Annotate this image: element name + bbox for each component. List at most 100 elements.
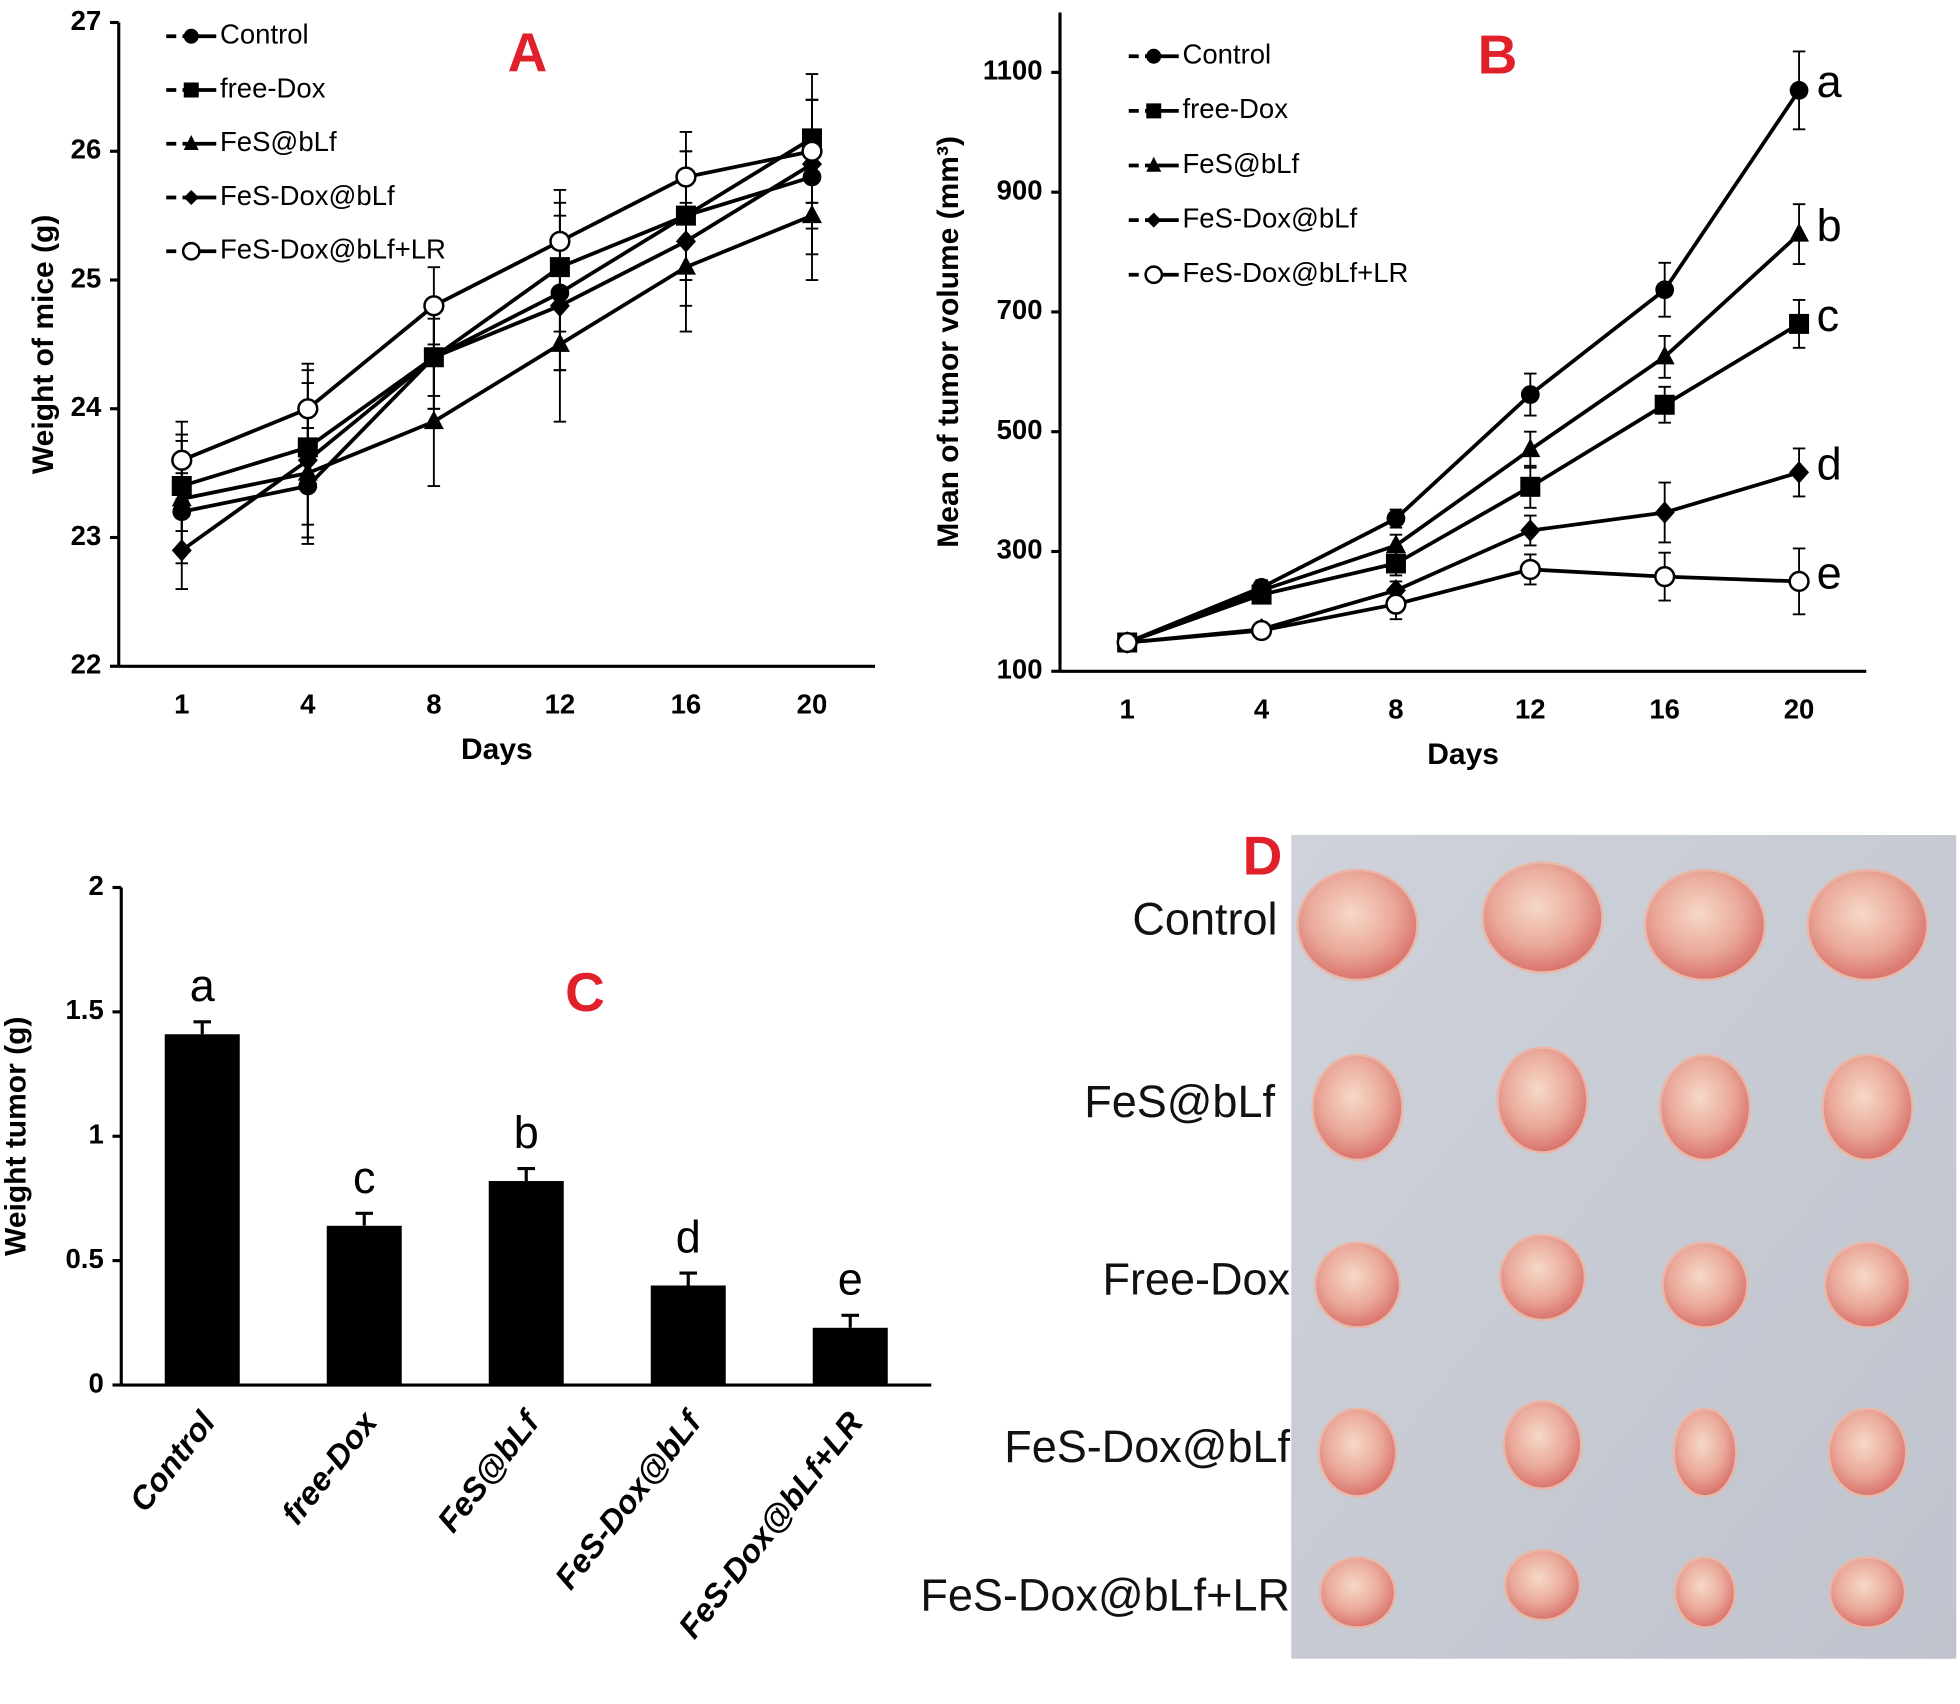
marker [675, 230, 696, 253]
tumor [1317, 1407, 1398, 1498]
panel-label: A [508, 21, 548, 83]
y-tick-label: 0 [88, 1367, 103, 1398]
tumor [1828, 1556, 1907, 1629]
panel-label: B [1478, 23, 1518, 85]
x-tick-label: 4 [300, 689, 316, 720]
legend-marker [1144, 265, 1164, 285]
x-tick-label: 12 [1515, 694, 1546, 725]
legend-symbol [183, 82, 199, 98]
legend-marker [183, 28, 199, 44]
marker [549, 294, 570, 318]
x-tick-label: FeS@bLf [430, 1402, 548, 1538]
marker [1655, 280, 1675, 300]
y-tick-label: 24 [71, 391, 102, 422]
group-label: e [838, 1254, 863, 1305]
y-axis-title: Weight tumor (g) [0, 1017, 32, 1256]
y-tick-label: 25 [71, 262, 102, 293]
series: FeS-Dox@bLf+LR [1116, 257, 1810, 654]
x-tick-label: FeS-Dox@bLf+LR [672, 1405, 871, 1645]
y-tick-label: 2 [88, 870, 103, 901]
tumor [1498, 1233, 1587, 1322]
marker [171, 449, 193, 471]
tumor [1311, 1053, 1404, 1162]
marker [297, 398, 319, 420]
marker [1385, 553, 1406, 574]
x-tick-label: 8 [1388, 694, 1403, 725]
bar [812, 1327, 888, 1385]
group-label: a [1817, 56, 1843, 107]
marker [1520, 385, 1540, 404]
series: FeS-Dox@bLf+LR [166, 98, 823, 500]
legend-symbol [183, 190, 199, 206]
line [1126, 89, 1801, 645]
x-tick-label: 12 [545, 689, 576, 720]
tumor [1821, 1053, 1914, 1162]
group-label: a [190, 960, 216, 1011]
y-tick-label: 700 [997, 294, 1043, 325]
legend-symbol [1144, 265, 1164, 285]
marker [1385, 534, 1406, 553]
marker [1520, 519, 1541, 542]
tumor [1823, 1241, 1912, 1329]
bar [326, 1225, 402, 1385]
marker [1250, 619, 1273, 642]
line [1126, 322, 1801, 645]
marker [675, 166, 697, 188]
tumor-grid [1296, 861, 1929, 1629]
legend-label: FeS-Dox@bLf [1183, 202, 1358, 233]
error-bar [355, 1211, 373, 1226]
y-tick-label: 26 [71, 134, 102, 165]
legend-label: Control [1183, 39, 1272, 70]
row-label: FeS@bLf [1084, 1076, 1275, 1127]
legend-marker [183, 135, 199, 151]
marker [423, 410, 444, 430]
error-bar [517, 1167, 535, 1182]
marker [1654, 345, 1675, 365]
tumor [1672, 1407, 1738, 1498]
line [181, 149, 813, 462]
series: FeS-Dox@bLf [166, 98, 822, 590]
legend-marker [1146, 103, 1162, 119]
group-label: d [676, 1211, 701, 1262]
x-tick-label: Control [123, 1404, 223, 1518]
x-tick-label: 20 [1784, 694, 1815, 725]
bar [488, 1181, 564, 1385]
legend-label: FeS@bLf [220, 126, 337, 157]
legend-marker [183, 190, 199, 206]
row-label: FeS-Dox@bLf+LR [920, 1570, 1290, 1621]
legend-label: FeS-Dox@bLf+LR [220, 234, 446, 265]
y-axis-title: Mean of tumor volume (mm³) [932, 136, 965, 548]
group-label: e [1817, 547, 1842, 598]
x-tick-label: 20 [797, 689, 828, 720]
tumor [1673, 1556, 1737, 1629]
legend-label: Control [220, 19, 309, 50]
x-tick-label: free-Dox [274, 1403, 385, 1531]
marker [549, 230, 571, 253]
legend-symbol [181, 241, 201, 261]
legend-symbol [1146, 156, 1162, 172]
error-bar [679, 1271, 697, 1286]
legend-label: FeS@bLf [1183, 148, 1300, 179]
x-tick-label: 1 [1120, 694, 1135, 725]
marker [171, 539, 192, 562]
marker [423, 346, 444, 369]
legend-marker [1146, 48, 1162, 64]
marker [1789, 80, 1809, 100]
group-label: d [1817, 438, 1842, 489]
tumor [1313, 1241, 1402, 1329]
row-label: Free-Dox [1102, 1253, 1290, 1304]
tumor [1643, 868, 1767, 982]
y-tick-label: 900 [997, 174, 1043, 205]
line [180, 162, 813, 552]
legend-label: FeS-Dox@bLf [220, 180, 395, 211]
y-tick-label: 500 [997, 414, 1043, 445]
legend-symbol [1146, 103, 1162, 119]
marker [1251, 579, 1272, 598]
x-axis-title: Days [1427, 738, 1499, 771]
marker [1654, 566, 1676, 588]
y-tick-label: 22 [71, 649, 102, 680]
marker [1519, 558, 1541, 581]
legend-label: free-Dox [220, 72, 326, 103]
y-tick-label: 23 [71, 520, 102, 551]
marker [1385, 593, 1407, 615]
